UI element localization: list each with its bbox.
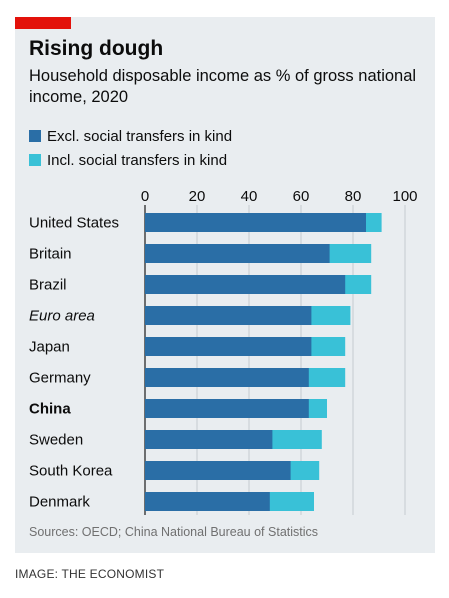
legend-swatch-incl	[29, 154, 41, 166]
legend-swatch-excl	[29, 130, 41, 142]
category-label: Germany	[29, 370, 91, 387]
source-note: Sources: OECD; China National Bureau of …	[29, 525, 319, 539]
x-tick-label: 100	[392, 188, 417, 205]
chart-title: Rising dough	[29, 37, 164, 60]
bar-excl	[145, 306, 312, 325]
category-label: Euro area	[29, 308, 95, 325]
chart-subtitle: Household disposable income as % of gros…	[29, 67, 417, 106]
category-label: Denmark	[29, 494, 90, 511]
x-tick-label: 40	[241, 188, 258, 205]
legend-label-incl: Incl. social transfers in kind	[47, 151, 228, 169]
brand-red-bar	[15, 17, 71, 29]
bar-excl	[145, 399, 309, 418]
bar-excl	[145, 368, 309, 387]
x-tick-label: 60	[293, 188, 310, 205]
chart-panel: Rising dough Household disposable income…	[15, 17, 435, 553]
category-label: South Korea	[29, 463, 113, 480]
bar-excl	[145, 213, 366, 232]
image-credit: IMAGE: THE ECONOMIST	[15, 567, 165, 581]
category-label: United States	[29, 215, 119, 232]
bar-excl	[145, 337, 312, 356]
legend-item-incl: Incl. social transfers in kind	[29, 148, 232, 172]
bar-chart: 0 20 40 60 80 100 United States Britain Brazil Eu…	[29, 188, 418, 515]
x-tick-label: 0	[141, 188, 149, 205]
legend-label-excl: Excl. social transfers in kind	[47, 127, 233, 145]
x-tick-label: 20	[189, 188, 206, 205]
bar-excl	[145, 244, 330, 263]
bar-excl	[145, 492, 270, 511]
category-label: Britain	[29, 246, 72, 263]
category-label: China	[29, 401, 71, 418]
bar-excl	[145, 275, 346, 294]
legend-item-excl: Excl. social transfers in kind	[29, 124, 232, 148]
category-label: Japan	[29, 339, 70, 356]
category-label: Brazil	[29, 277, 67, 294]
bar-excl	[145, 430, 273, 449]
bar-excl	[145, 461, 291, 480]
category-label: Sweden	[29, 432, 83, 449]
chart-legend: Excl. social transfers in kind Incl. soc…	[29, 124, 232, 172]
x-tick-label: 80	[345, 188, 362, 205]
